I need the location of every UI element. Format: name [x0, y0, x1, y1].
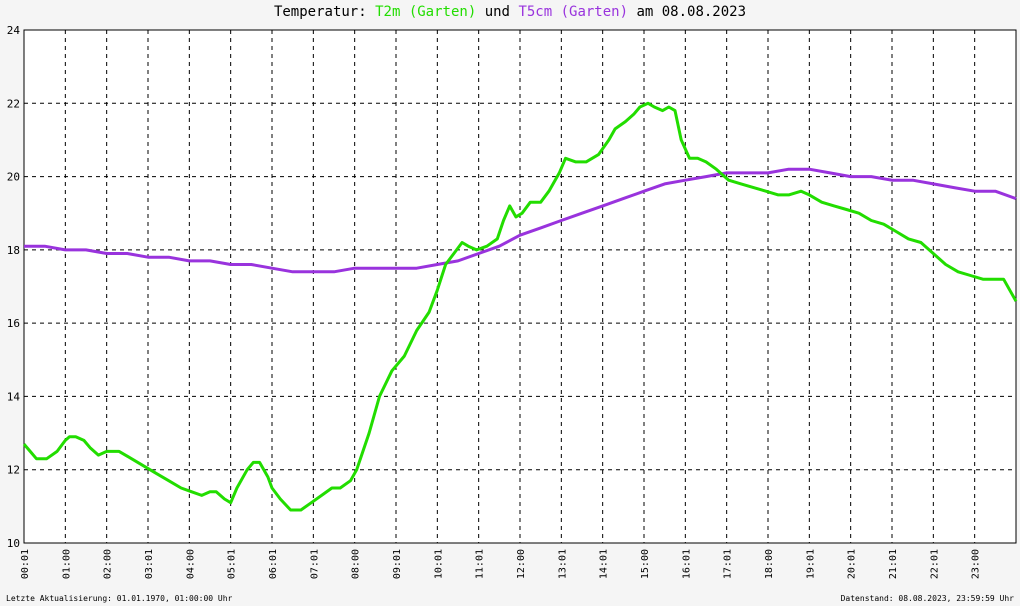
- x-tick-label: 22:01: [929, 549, 940, 579]
- y-tick-label: 20: [7, 171, 20, 184]
- title-suffix: am 08.08.2023: [636, 4, 747, 20]
- footer-last-update: Letzte Aktualisierung: 01.01.1970, 01:00…: [6, 594, 233, 603]
- footer-data-status: Datenstand: 08.08.2023, 23:59:59 Uhr: [840, 594, 1014, 603]
- title-series-t5cm: T5cm (Garten): [518, 4, 629, 20]
- x-tick-label: 12:00: [516, 549, 527, 579]
- x-tick-label: 10:01: [433, 549, 444, 579]
- x-tick-label: 00:01: [20, 549, 31, 579]
- title-prefix: Temperatur:: [273, 4, 367, 20]
- x-tick-label: 06:01: [268, 549, 279, 579]
- x-tick-label: 04:00: [185, 549, 196, 579]
- x-tick-label: 23:00: [971, 549, 982, 579]
- x-tick-label: 08:00: [351, 549, 362, 579]
- x-tick-label: 19:01: [805, 549, 816, 579]
- x-tick-label: 14:01: [599, 549, 610, 579]
- x-tick-label: 07:01: [309, 549, 320, 579]
- y-tick-label: 24: [7, 24, 21, 37]
- y-tick-label: 12: [7, 464, 20, 477]
- x-tick-label: 17:01: [723, 549, 734, 579]
- x-tick-label: 16:01: [681, 549, 692, 579]
- x-tick-label: 13:01: [557, 549, 568, 579]
- y-tick-label: 18: [7, 244, 20, 257]
- x-tick-label: 15:00: [640, 549, 651, 579]
- x-tick-label: 05:01: [227, 549, 238, 579]
- series-line-t5cm: [24, 167, 1017, 274]
- x-tick-label: 01:00: [61, 549, 72, 579]
- x-tick-label: 03:01: [144, 549, 155, 579]
- x-tick-label: 20:01: [847, 549, 858, 579]
- y-tick-label: 16: [7, 317, 20, 330]
- series-line-t2m: [22, 101, 1018, 512]
- y-tick-label: 22: [7, 97, 20, 110]
- chart-title: Temperatur: T2m (Garten) und T5cm (Garte…: [0, 4, 1020, 20]
- x-tick-label: 09:01: [392, 549, 403, 579]
- x-tick-label: 21:01: [888, 549, 899, 579]
- x-tick-label: 18:00: [764, 549, 775, 579]
- title-middle: und: [484, 4, 510, 20]
- title-series-t2m: T2m (Garten): [375, 4, 477, 20]
- y-tick-label: 10: [7, 537, 20, 550]
- x-tick-label: 02:00: [103, 549, 114, 579]
- plot-border: [23, 29, 1017, 544]
- y-tick-label: 14: [7, 390, 21, 403]
- x-tick-label: 11:01: [475, 549, 486, 579]
